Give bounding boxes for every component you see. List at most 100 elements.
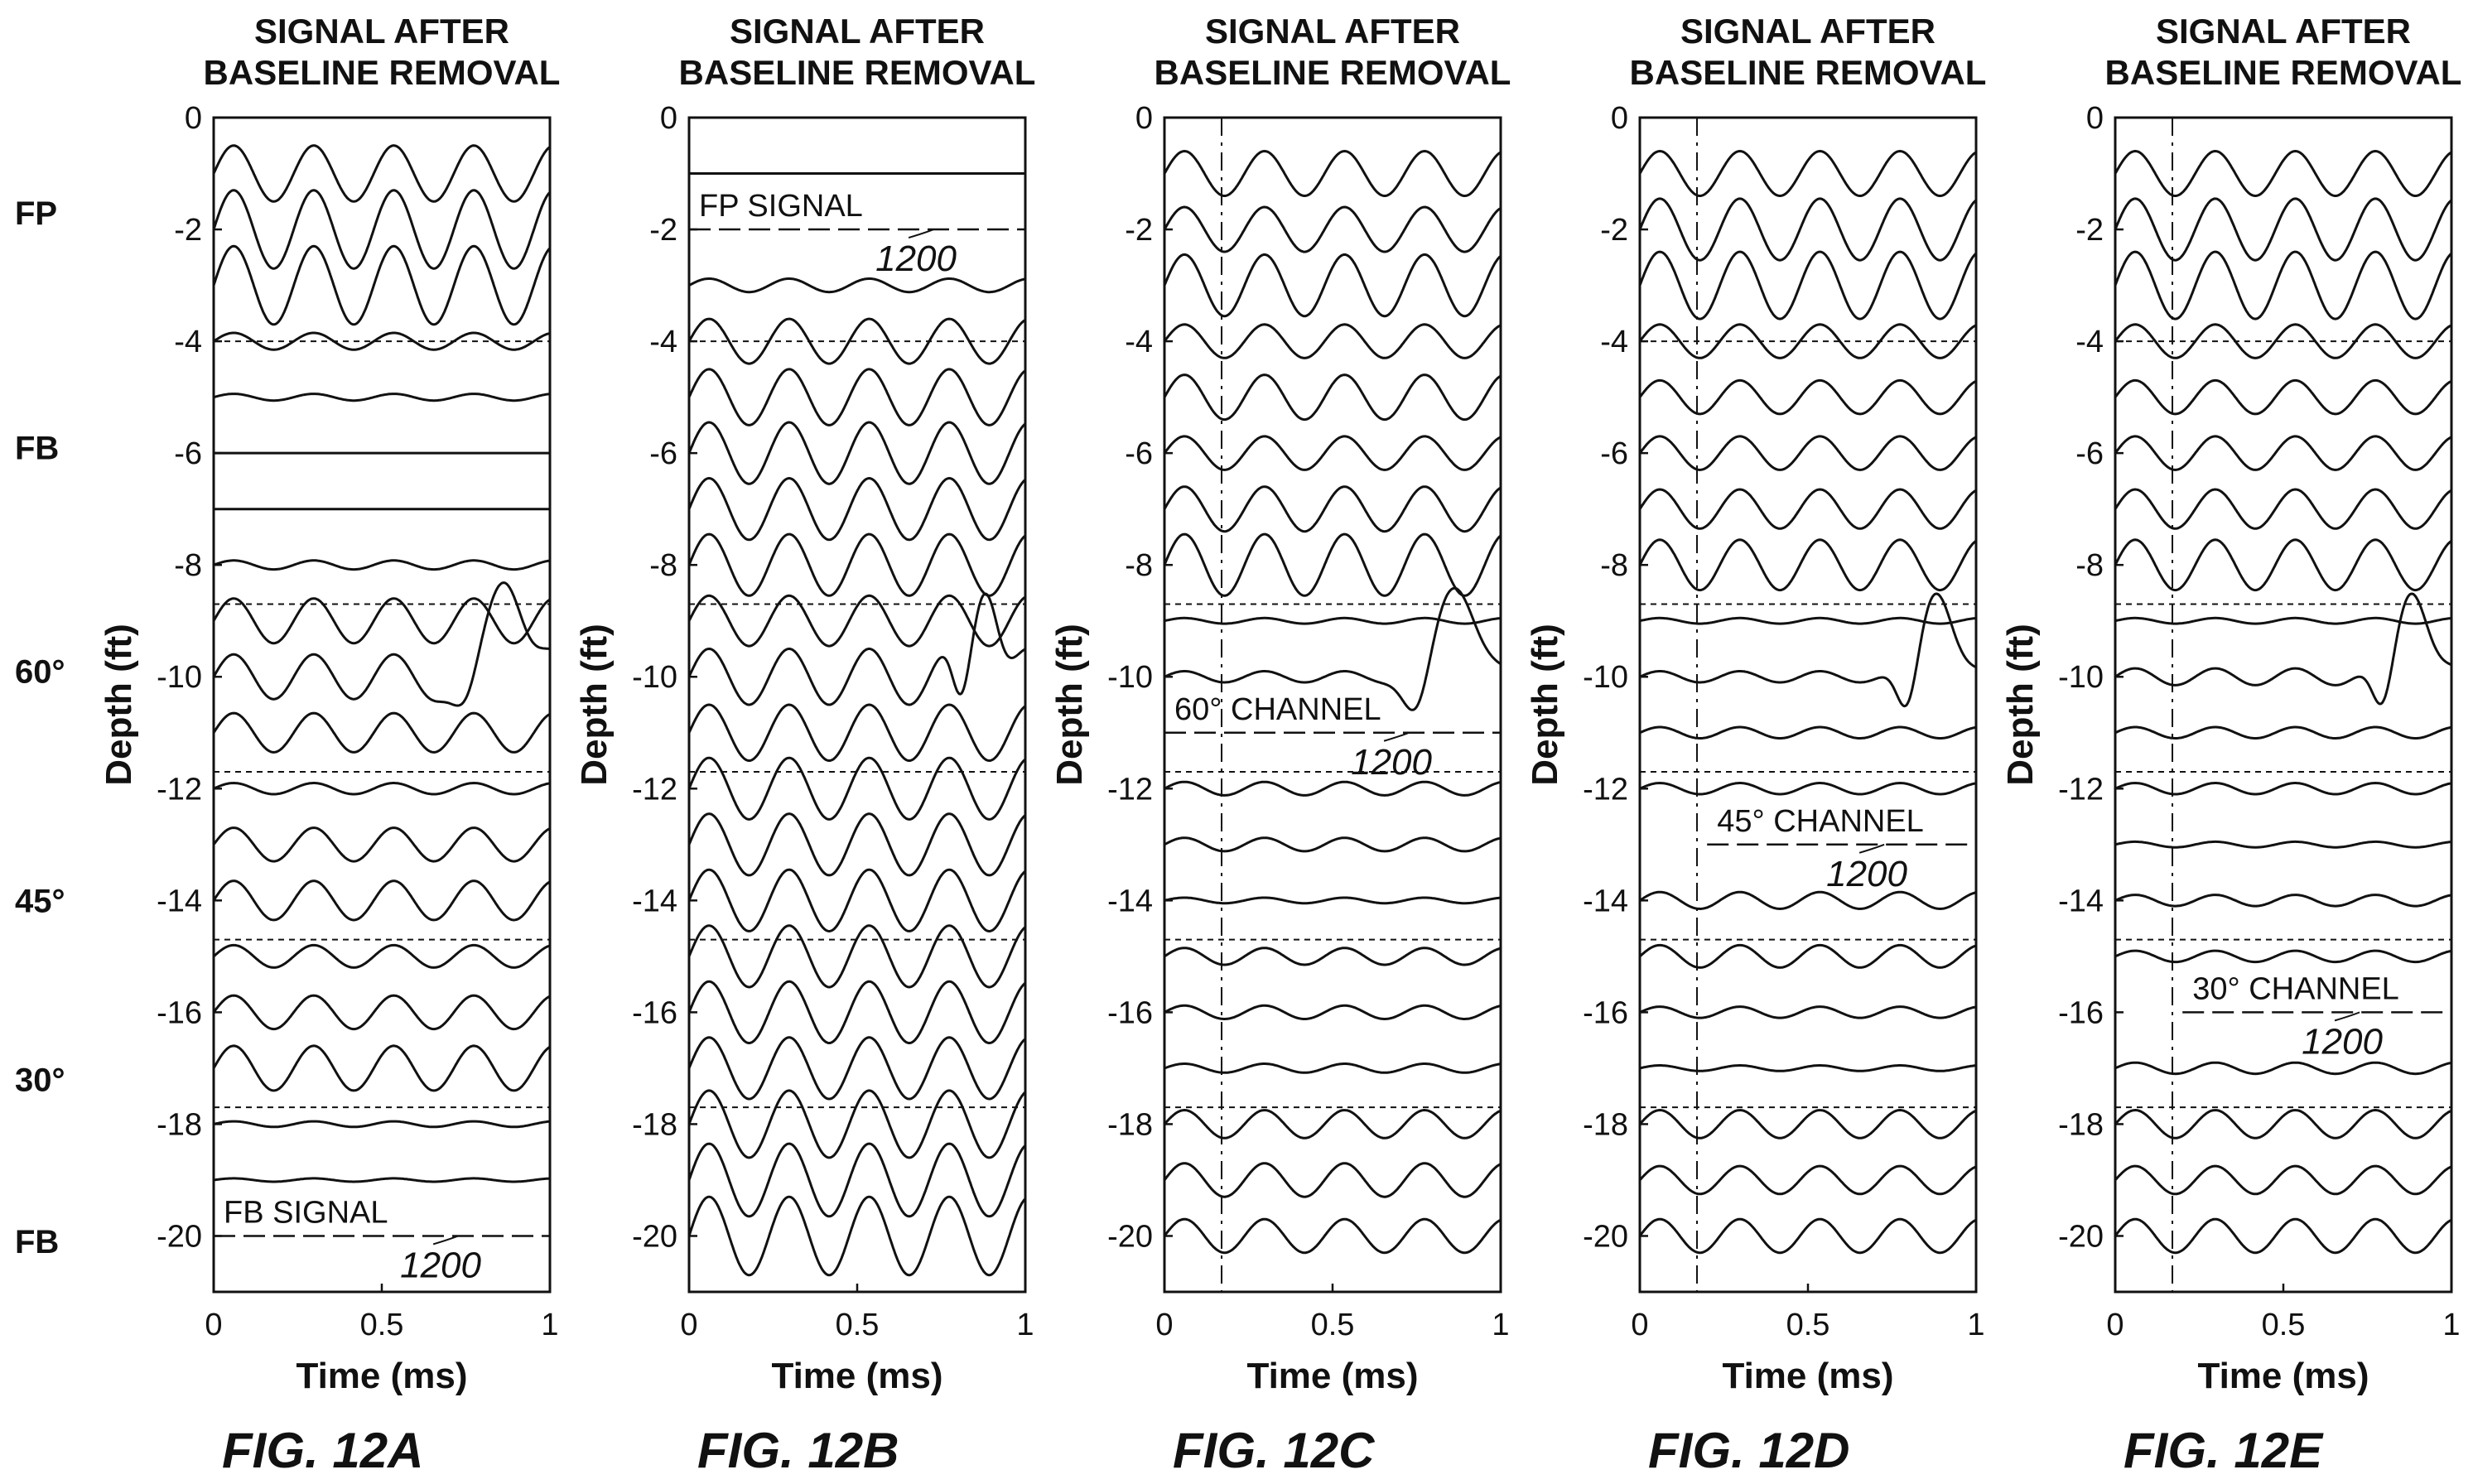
y-tick-label: 0 bbox=[1611, 101, 1628, 136]
signal-trace bbox=[1638, 323, 1977, 359]
y-tick-label: 0 bbox=[660, 101, 677, 136]
signal-trace bbox=[1163, 149, 1502, 198]
signal-trace bbox=[1164, 616, 1502, 625]
signal-trace bbox=[1639, 616, 1977, 625]
x-tick-label: 1 bbox=[541, 1308, 558, 1342]
signal-trace bbox=[212, 711, 551, 754]
signal-trace bbox=[687, 476, 1026, 542]
chart-title: BASELINE REMOVAL bbox=[1155, 53, 1511, 92]
signal-trace bbox=[1639, 890, 1977, 911]
signal-trace bbox=[213, 393, 551, 402]
y-tick-label: -6 bbox=[2075, 436, 2104, 471]
signal-trace bbox=[687, 592, 1026, 706]
signal-trace bbox=[2114, 1164, 2452, 1196]
y-axis-label: Depth (ft) bbox=[1049, 624, 1090, 786]
x-tick-label: 1 bbox=[1492, 1308, 1509, 1342]
signal-trace bbox=[687, 317, 1026, 365]
y-axis-label: Depth (ft) bbox=[1525, 624, 1565, 786]
region-label: FB bbox=[15, 430, 59, 466]
signal-trace bbox=[1163, 435, 1502, 471]
signal-trace bbox=[2114, 250, 2453, 320]
figure-label: FIG. 12E bbox=[2124, 1423, 2324, 1478]
annotation-label: FP SIGNAL bbox=[699, 189, 863, 224]
signal-trace bbox=[213, 943, 551, 969]
signal-trace bbox=[2114, 1108, 2452, 1140]
signal-trace bbox=[212, 826, 551, 863]
reference-number: 1200 bbox=[400, 1245, 481, 1285]
signal-trace bbox=[687, 421, 1026, 485]
y-tick-label: -6 bbox=[1125, 436, 1153, 471]
signal-trace bbox=[1164, 780, 1502, 797]
x-tick-label: 0 bbox=[680, 1308, 697, 1342]
signal-trace bbox=[2114, 1061, 2452, 1076]
signal-trace bbox=[2114, 616, 2452, 625]
signal-trace bbox=[2114, 323, 2452, 359]
y-tick-label: -12 bbox=[1107, 772, 1153, 807]
y-tick-label: -18 bbox=[632, 1107, 677, 1142]
signal-trace bbox=[687, 756, 1026, 821]
annotation-label: FB SIGNAL bbox=[224, 1195, 388, 1230]
signal-trace bbox=[1639, 1005, 1977, 1019]
plot-frame bbox=[687, 116, 1027, 1294]
region-label: 30° bbox=[15, 1062, 65, 1098]
signal-trace bbox=[2114, 488, 2452, 530]
x-axis-label: Time (ms) bbox=[771, 1356, 942, 1396]
signal-trace bbox=[1164, 1004, 1502, 1020]
signal-trace bbox=[1638, 378, 1977, 416]
y-tick-label: -18 bbox=[157, 1107, 202, 1142]
reference-leader bbox=[432, 1235, 459, 1246]
signal-trace bbox=[1163, 1108, 1502, 1140]
signal-trace bbox=[688, 277, 1026, 294]
signal-trace bbox=[687, 1089, 1026, 1159]
y-tick-label: -18 bbox=[2058, 1107, 2104, 1142]
signal-trace bbox=[213, 781, 551, 796]
signal-trace bbox=[213, 1177, 551, 1183]
plot-frame bbox=[212, 116, 552, 1294]
y-tick-label: -8 bbox=[649, 548, 677, 583]
reference-leader bbox=[2334, 1011, 2360, 1022]
y-tick-label: 0 bbox=[185, 101, 202, 136]
signal-trace bbox=[687, 812, 1026, 877]
signal-trace bbox=[1638, 250, 1978, 320]
y-tick-label: -10 bbox=[632, 660, 677, 695]
y-tick-label: -4 bbox=[1600, 325, 1628, 359]
chart-title: BASELINE REMOVAL bbox=[204, 53, 561, 92]
x-tick-label: 0 bbox=[1155, 1308, 1173, 1342]
y-axis-label: Depth (ft) bbox=[574, 624, 615, 786]
y-tick-label: -16 bbox=[1583, 995, 1628, 1030]
x-tick-label: 0 bbox=[1631, 1308, 1648, 1342]
y-tick-label: -16 bbox=[157, 995, 202, 1030]
signal-trace bbox=[1164, 1062, 1502, 1074]
signal-trace bbox=[1638, 149, 1977, 198]
y-tick-label: -2 bbox=[1125, 213, 1153, 248]
signal-trace bbox=[213, 559, 551, 571]
chart-title: BASELINE REMOVAL bbox=[2105, 53, 2462, 92]
signal-trace bbox=[1164, 947, 1502, 966]
y-tick-label: -10 bbox=[1583, 660, 1628, 695]
signal-trace bbox=[687, 1036, 1026, 1101]
region-label: 45° bbox=[15, 883, 65, 919]
y-axis-label: Depth (ft) bbox=[99, 624, 139, 786]
signal-trace bbox=[1164, 586, 1502, 711]
y-tick-label: -10 bbox=[2058, 660, 2104, 695]
y-tick-label: -2 bbox=[1600, 213, 1628, 248]
y-tick-label: -14 bbox=[2058, 884, 2104, 918]
signal-trace bbox=[1163, 323, 1502, 359]
x-tick-label: 0.5 bbox=[1311, 1308, 1355, 1342]
y-tick-label: -2 bbox=[649, 213, 677, 248]
y-tick-label: 0 bbox=[2086, 101, 2104, 136]
signal-trace bbox=[2114, 894, 2452, 908]
region-label: FB bbox=[15, 1224, 59, 1260]
signal-trace bbox=[212, 1044, 551, 1092]
signal-trace bbox=[213, 1120, 551, 1129]
y-tick-label: -12 bbox=[157, 772, 202, 807]
reference-leader bbox=[1858, 843, 1885, 854]
y-tick-label: -12 bbox=[632, 772, 677, 807]
x-tick-label: 0.5 bbox=[836, 1308, 880, 1342]
x-tick-label: 1 bbox=[2442, 1308, 2460, 1342]
signal-trace bbox=[687, 532, 1026, 597]
y-tick-label: -8 bbox=[1125, 548, 1153, 583]
annotation-label: 45° CHANNEL bbox=[1717, 804, 1924, 839]
